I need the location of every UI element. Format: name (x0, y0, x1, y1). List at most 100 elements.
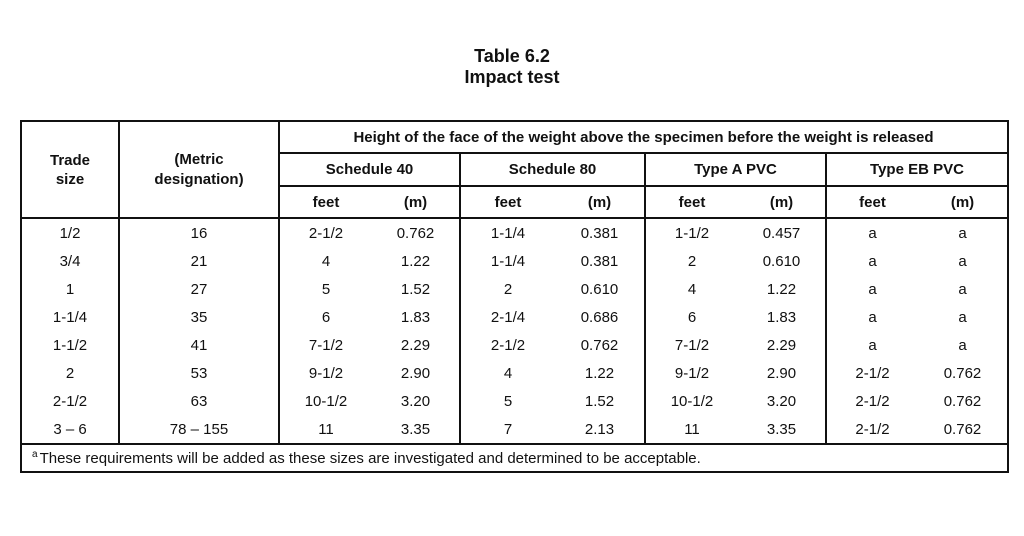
cell-typeeb-m: a (958, 280, 967, 298)
cell-trade-size: 1/2 (59, 224, 81, 242)
cell-typea-feet: 4 (644, 275, 738, 303)
cell-metric: 16 (118, 218, 279, 247)
header-sub-feet: feet (825, 186, 918, 219)
cell-typeeb-m: a (958, 308, 967, 326)
cell-typea-m: 1.22 (766, 280, 797, 298)
cell-sch80-m: 0.610 (580, 280, 619, 298)
cell-sch80-feet: 5 (459, 387, 555, 415)
header-group-schedule-80: Schedule 80 (459, 153, 645, 187)
cell-typeeb-feet: a (825, 247, 918, 275)
table-row: 1-1/4 35 6 1.83 2-1/4 0.686 6 1.83 a a (21, 303, 1008, 331)
cell-sch80-feet: 4 (459, 359, 555, 387)
cell-sch80-m: 1.52 (584, 392, 615, 410)
cell-typeeb-feet: 2-1/2 (825, 415, 918, 444)
cell-typeeb-m: a (958, 252, 967, 270)
cell-metric: 53 (118, 359, 279, 387)
cell-sch40-feet: 4 (278, 247, 372, 275)
cell-typeeb-m: 0.762 (943, 364, 982, 382)
footnote: a These requirements will be added as the… (21, 443, 1008, 472)
cell-sch80-feet: 2-1/2 (459, 331, 555, 359)
cell-typea-feet: 6 (644, 303, 738, 331)
cell-trade-size: 1-1/2 (52, 336, 88, 354)
cell-trade-size: 3/4 (59, 252, 81, 270)
cell-sch40-m: 1.52 (400, 280, 431, 298)
cell-sch40-feet: 5 (278, 275, 372, 303)
cell-sch40-m: 1.83 (400, 308, 431, 326)
cell-metric: 63 (118, 387, 279, 415)
header-metric-line1: (Metric (174, 150, 224, 168)
cell-sch40-m: 3.20 (400, 392, 431, 410)
cell-sch40-feet: 6 (278, 303, 372, 331)
cell-trade-size: 1-1/4 (52, 308, 88, 326)
cell-typea-m: 1.83 (766, 308, 797, 326)
cell-typeeb-feet: a (825, 275, 918, 303)
cell-sch80-feet: 1-1/4 (459, 247, 555, 275)
table-number: Table 6.2 (474, 46, 550, 66)
table-heading: Table 6.2 Impact test (0, 46, 1024, 88)
cell-sch40-m: 2.90 (400, 364, 431, 382)
header-height-caption: Height of the face of the weight above t… (278, 121, 1008, 154)
cell-sch40-feet: 2-1/2 (278, 218, 372, 247)
cell-typeeb-feet: 2-1/2 (825, 387, 918, 415)
cell-typeeb-feet: a (825, 331, 918, 359)
cell-typea-m: 3.35 (766, 420, 797, 438)
table-row: 2 53 9-1/2 2.90 4 1.22 9-1/2 2.90 2-1/2 … (21, 359, 1008, 387)
cell-trade-size: 2 (65, 364, 75, 382)
header-sub-feet: feet (644, 186, 738, 219)
cell-typeeb-m: a (958, 336, 967, 354)
cell-typeeb-feet: 2-1/2 (825, 359, 918, 387)
header-group-type-a-pvc: Type A PVC (644, 153, 826, 187)
header-sub-m: (m) (372, 186, 460, 219)
header-trade-size-line2: size (55, 170, 85, 188)
cell-typea-m: 3.20 (766, 392, 797, 410)
footnote-row: a These requirements will be added as the… (21, 443, 1008, 472)
cell-typea-feet: 11 (644, 415, 738, 444)
cell-trade-size: 3 – 6 (53, 420, 87, 438)
table-row: 1 27 5 1.52 2 0.610 4 1.22 a a (21, 275, 1008, 303)
cell-typea-m: 2.29 (766, 336, 797, 354)
cell-typeeb-m: a (958, 224, 967, 242)
cell-sch80-m: 0.762 (580, 336, 619, 354)
table-body: 1/2 16 2-1/2 0.762 1-1/4 0.381 1-1/2 0.4… (21, 218, 1008, 472)
header-group-type-eb-pvc: Type EB PVC (825, 153, 1008, 187)
cell-sch40-feet: 9-1/2 (278, 359, 372, 387)
cell-sch80-m: 0.381 (580, 252, 619, 270)
cell-sch80-m: 2.13 (584, 420, 615, 438)
cell-sch40-m: 2.29 (400, 336, 431, 354)
header-sub-feet: feet (459, 186, 555, 219)
cell-typea-m: 0.610 (762, 252, 801, 270)
cell-trade-size: 2-1/2 (52, 392, 88, 410)
cell-sch40-m: 0.762 (396, 224, 435, 242)
header-sub-m: (m) (555, 186, 645, 219)
cell-typea-feet: 10-1/2 (644, 387, 738, 415)
table-row: 3 – 6 78 – 155 11 3.35 7 2.13 11 3.35 2-… (21, 415, 1008, 444)
cell-sch80-feet: 2 (459, 275, 555, 303)
footnote-marker: a (32, 449, 38, 460)
cell-typea-m: 0.457 (762, 224, 801, 242)
header-metric-line2: designation) (154, 170, 244, 188)
cell-sch80-feet: 1-1/4 (459, 218, 555, 247)
cell-metric: 35 (118, 303, 279, 331)
table-row: 1-1/2 41 7-1/2 2.29 2-1/2 0.762 7-1/2 2.… (21, 331, 1008, 359)
header-trade-size-line1: Trade (49, 151, 91, 169)
cell-metric: 78 – 155 (118, 415, 279, 444)
cell-sch80-feet: 7 (459, 415, 555, 444)
table-row: 1/2 16 2-1/2 0.762 1-1/4 0.381 1-1/2 0.4… (21, 218, 1008, 247)
cell-typeeb-m: 0.762 (943, 392, 982, 410)
impact-test-table: Trade size (Metric designation) Height o… (20, 120, 1009, 473)
header-sub-m: (m) (918, 186, 1008, 219)
header-metric-designation: (Metric designation) (118, 121, 279, 219)
cell-sch80-feet: 2-1/4 (459, 303, 555, 331)
cell-sch40-feet: 10-1/2 (278, 387, 372, 415)
table-title: Impact test (464, 67, 560, 87)
cell-sch40-m: 1.22 (400, 252, 431, 270)
cell-typea-feet: 9-1/2 (644, 359, 738, 387)
cell-typeeb-feet: a (825, 218, 918, 247)
header-trade-size: Trade size (21, 121, 119, 219)
header-group-schedule-40: Schedule 40 (278, 153, 460, 187)
cell-trade-size: 1 (65, 280, 75, 298)
footnote-text: These requirements will be added as thes… (39, 450, 701, 467)
cell-metric: 41 (118, 331, 279, 359)
header-sub-feet: feet (278, 186, 372, 219)
cell-typea-m: 2.90 (766, 364, 797, 382)
